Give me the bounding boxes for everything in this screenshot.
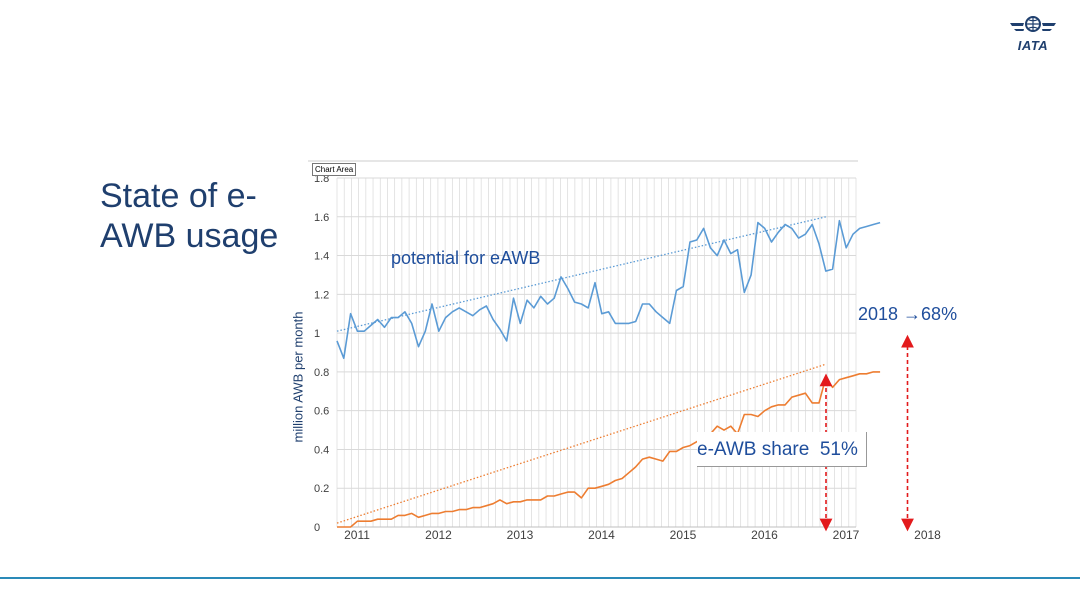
y-tick-label: 1.6 xyxy=(314,212,329,224)
x-tick-label: 2011 xyxy=(344,528,370,542)
y-axis-label: million AWB per month xyxy=(290,311,306,443)
y-tick-label: 0.4 xyxy=(314,444,329,456)
x-tick-label: 2014 xyxy=(588,528,615,542)
iata-globe-icon xyxy=(1010,16,1056,32)
slide-title: State of e-AWB usage xyxy=(100,177,279,255)
series-line-share xyxy=(337,371,881,528)
y-tick-label: 0.2 xyxy=(314,483,329,495)
x-tick-label: 2016 xyxy=(751,528,778,542)
chart-area-tag: Chart Area xyxy=(312,163,357,176)
series-line-potential xyxy=(336,219,881,360)
trendline xyxy=(336,363,827,524)
y-tick-label: 0.6 xyxy=(314,406,329,418)
x-tick-label: 2015 xyxy=(670,528,697,542)
y-tick-label: 1.4 xyxy=(314,251,329,263)
x-tick-label: 2013 xyxy=(507,528,534,542)
y-tick-label: 0 xyxy=(314,522,320,534)
annotation-share: e-AWB share 51% xyxy=(697,432,867,467)
x-tick-label: 2017 xyxy=(833,528,860,542)
y-tick-label: 1.8 xyxy=(314,173,329,185)
y-tick-label: 1.2 xyxy=(314,289,329,301)
y-tick-label: 0.8 xyxy=(314,367,329,379)
iata-logo: IATA xyxy=(1008,14,1058,54)
logo-text: IATA xyxy=(1017,38,1049,53)
bottom-divider xyxy=(0,577,1080,579)
x-tick-label: 2012 xyxy=(425,528,452,542)
x-tick-label: 2018 xyxy=(914,528,941,542)
trendline xyxy=(336,216,827,332)
annotation-projection: 2018 →68% xyxy=(858,304,958,324)
annotation-potential: potential for eAWB xyxy=(391,248,541,268)
y-tick-label: 1 xyxy=(314,328,320,340)
